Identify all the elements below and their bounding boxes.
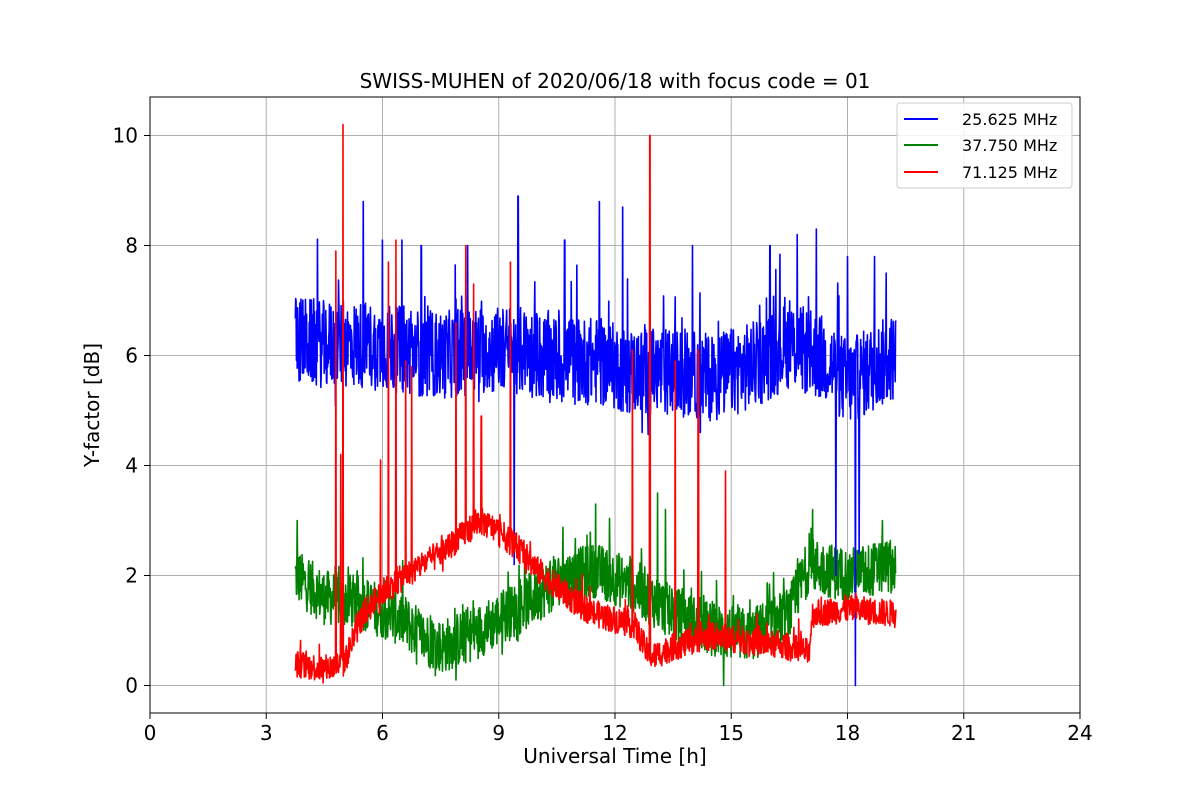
legend-label-37mhz: 37.750 MHz: [962, 136, 1057, 155]
y-tick-label: 8: [125, 234, 138, 258]
x-axis-label: Universal Time [h]: [523, 744, 706, 768]
x-tick-label: 0: [144, 721, 157, 745]
x-tick-label: 21: [951, 721, 976, 745]
series-layer: [294, 123, 897, 687]
chart-title: SWISS-MUHEN of 2020/06/18 with focus cod…: [360, 69, 871, 93]
y-axis-label: Y-factor [dB]: [80, 343, 104, 468]
y-tick-label: 0: [125, 674, 138, 698]
series-line-71-125-mhz: [294, 123, 897, 684]
series-line-37-750-mhz: [294, 492, 897, 687]
x-tick-label: 18: [835, 721, 860, 745]
x-tick-label: 12: [602, 721, 627, 745]
y-tick-label: 2: [125, 564, 138, 588]
x-tick-label: 15: [719, 721, 744, 745]
legend-label-25mhz: 25.625 MHz: [962, 110, 1057, 129]
y-tick-label: 4: [125, 454, 138, 478]
legend-frame: [896, 102, 1073, 189]
x-tick-label: 6: [376, 721, 389, 745]
x-tick-label: 3: [260, 721, 273, 745]
x-tick-label: 24: [1067, 721, 1092, 745]
x-tick-label: 9: [492, 721, 505, 745]
y-tick-label: 6: [125, 344, 138, 368]
legend-label-71mhz: 71.125 MHz: [962, 163, 1057, 182]
legend: 25.625 MHz 37.750 MHz 71.125 MHz: [896, 102, 1073, 189]
y-tick-label: 10: [113, 124, 138, 148]
